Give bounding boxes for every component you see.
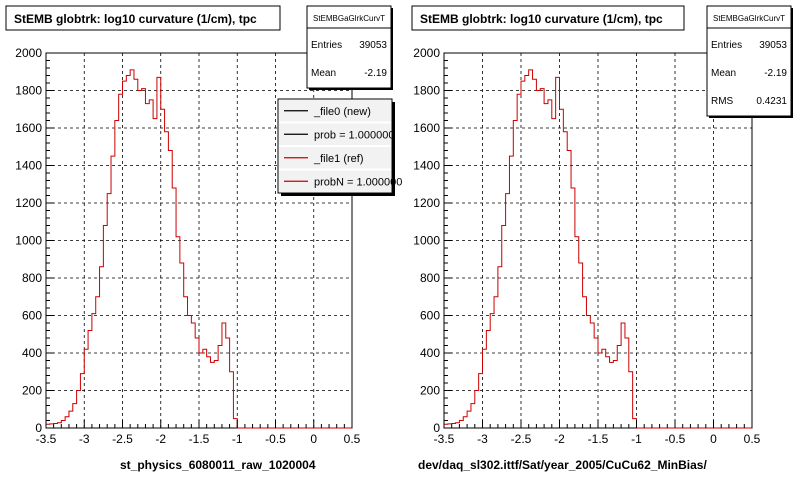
y-tick-label: 1600 xyxy=(15,121,42,135)
y-tick-label: 2000 xyxy=(15,46,42,60)
x-tick-label: 0.5 xyxy=(344,432,361,446)
left-chart-title: StEMB globtrk: log10 curvature (1/cm), t… xyxy=(14,12,257,26)
stats-row-value: 39053 xyxy=(759,40,787,51)
y-tick-label: 800 xyxy=(420,271,440,285)
left-title-box xyxy=(5,5,281,31)
right-x-axis-label: dev/daq_sl302.ittf/Sat/year_2005/CuCu62_… xyxy=(418,458,707,472)
stats-row-value: -2.19 xyxy=(364,68,387,79)
y-tick-label: 1400 xyxy=(15,159,42,173)
y-tick-label: 1400 xyxy=(413,159,440,173)
x-tick-label: -0.5 xyxy=(665,432,686,446)
x-tick-label: -2.5 xyxy=(112,432,133,446)
legend-entry: prob = 1.000000 xyxy=(314,129,394,141)
stats-row-label: RMS xyxy=(711,96,734,107)
x-tick-label: -3 xyxy=(79,432,90,446)
stats-row-label: Mean xyxy=(711,68,736,79)
stats-row-label: Entries xyxy=(711,40,742,51)
right-plot-area: -3.5 -3 -2.5 -2 -1.5 -1 -0.5 0 0.5 0 200 400 600 800 1… xyxy=(413,46,760,446)
left-x-axis-label: st_physics_6080011_raw_1020004 xyxy=(120,458,316,472)
y-tick-label: 1800 xyxy=(15,84,42,98)
x-tick-label: -1 xyxy=(232,432,243,446)
legend-row-bg xyxy=(279,147,391,169)
stats-box-name: StEMBGaGlrkCurvT xyxy=(313,14,385,23)
y-tick-label: 1000 xyxy=(15,234,42,248)
left-histogram-panel: StEMB globtrk: log10 curvature (1/cm), t… xyxy=(5,5,402,472)
y-tick-label: 600 xyxy=(22,309,42,323)
stats-row-value: -2.19 xyxy=(764,68,787,79)
stats-row-label: Entries xyxy=(311,40,342,51)
y-tick-label: 600 xyxy=(420,309,440,323)
x-tick-label: -1.5 xyxy=(588,432,609,446)
x-tick-label: -1 xyxy=(631,432,642,446)
legend-entry: probN = 1.000000 xyxy=(314,176,402,188)
x-tick-label: -0.5 xyxy=(265,432,286,446)
x-tick-label: -1.5 xyxy=(189,432,210,446)
legend-entry: _file1 (ref) xyxy=(313,153,364,165)
x-tick-label: 0.5 xyxy=(744,432,761,446)
histogram-line xyxy=(45,69,352,429)
y-tick-label: 400 xyxy=(420,346,440,360)
x-tick-label: -3.5 xyxy=(434,432,455,446)
y-tick-label: 1200 xyxy=(413,196,440,210)
stats-box-frame xyxy=(706,5,792,117)
right-chart-title: StEMB globtrk: log10 curvature (1/cm), t… xyxy=(420,12,663,26)
y-tick-label: 1600 xyxy=(413,121,440,135)
histogram-line xyxy=(443,69,752,429)
left-legend-box: _file0 (new) prob = 1.000000 _file1 (ref) p… xyxy=(277,98,402,196)
right-histogram-panel: StEMB globtrk: log10 curvature (1/cm), t… xyxy=(411,5,793,472)
x-tick-label: -2.5 xyxy=(511,432,532,446)
y-tick-label: 1000 xyxy=(413,234,440,248)
y-tick-label: 1200 xyxy=(15,196,42,210)
right-stats-box: StEMBGaGlrkCurvT Entries 39053 Mean -2.19 RMS… xyxy=(706,5,793,118)
stats-box-name: StEMBGaGlrkCurvT xyxy=(713,14,785,23)
y-tick-label: 800 xyxy=(22,271,42,285)
stats-row-value: 0.4231 xyxy=(756,96,787,107)
x-tick-label: -3.5 xyxy=(36,432,57,446)
x-tick-label: -3 xyxy=(477,432,488,446)
left-stats-box: StEMBGaGlrkCurvT Entries 39053 Mean -2.19 xyxy=(306,5,393,90)
x-tick-label: 0 xyxy=(710,432,717,446)
stats-row-label: Mean xyxy=(311,68,336,79)
legend-row-bg xyxy=(279,123,391,145)
y-tick-label: 400 xyxy=(22,346,42,360)
legend-row-bg xyxy=(279,100,391,122)
y-tick-label: 200 xyxy=(420,384,440,398)
x-tick-label: 0 xyxy=(310,432,317,446)
y-tick-label: 2000 xyxy=(413,46,440,60)
y-tick-label: 200 xyxy=(22,384,42,398)
legend-row-bg xyxy=(279,170,391,192)
right-title-box xyxy=(411,5,685,31)
y-tick-label: 0 xyxy=(35,421,42,435)
stats-row-value: 39053 xyxy=(359,40,387,51)
legend-entry: _file0 (new) xyxy=(313,106,371,118)
stats-box-frame xyxy=(306,5,392,89)
x-tick-label: -2 xyxy=(554,432,565,446)
y-tick-label: 1800 xyxy=(413,84,440,98)
y-tick-label: 0 xyxy=(433,421,440,435)
x-tick-label: -2 xyxy=(155,432,166,446)
